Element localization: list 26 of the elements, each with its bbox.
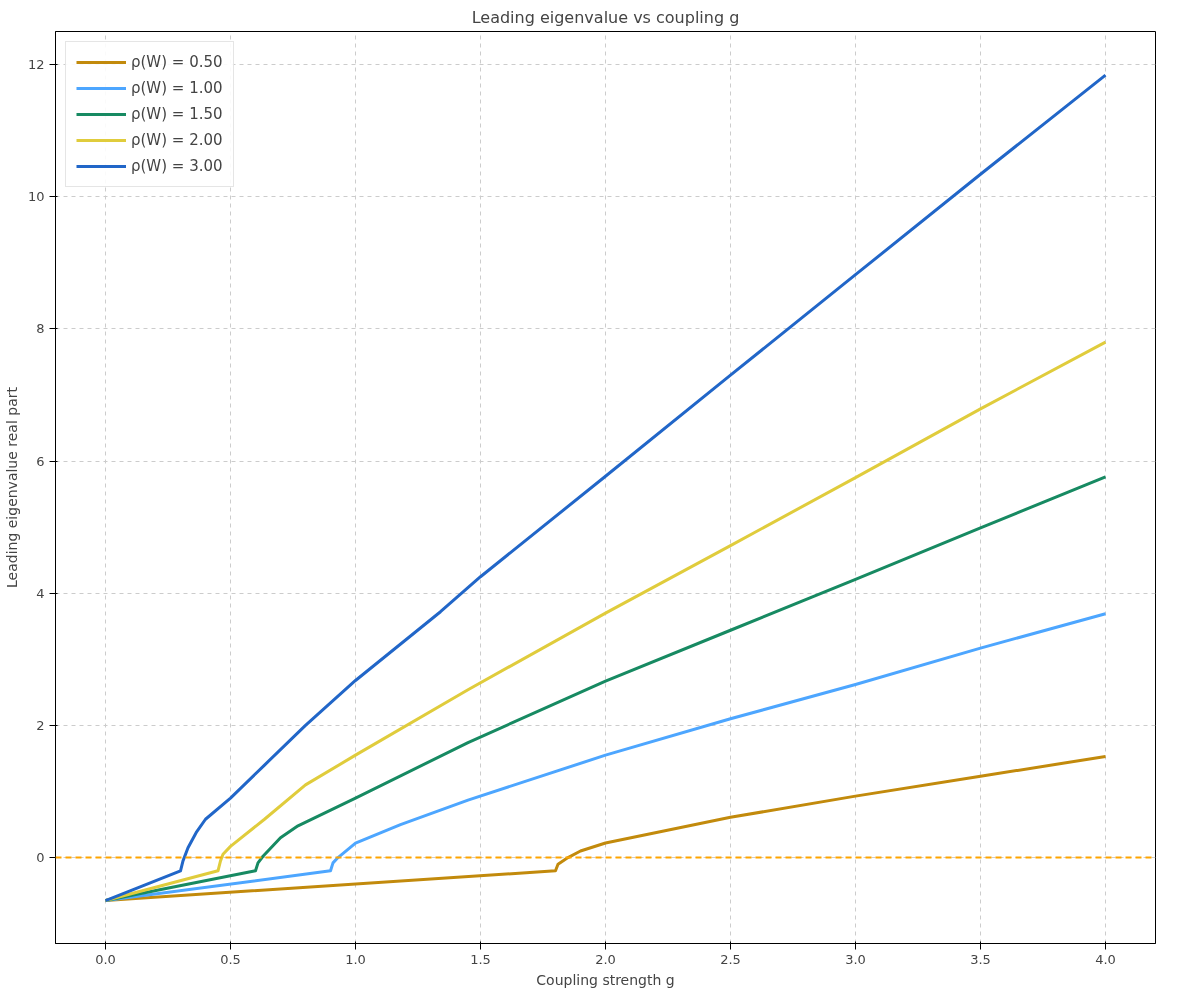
x-tick-label: 3.5: [970, 951, 991, 967]
y-tick-label: 2: [36, 717, 45, 733]
x-tick-label: 3.0: [845, 951, 866, 967]
y-tick-label: 0: [36, 850, 45, 866]
chart-title: Leading eigenvalue vs coupling g: [471, 7, 740, 27]
y-tick-label: 8: [36, 321, 45, 337]
line-series: [104, 73, 1107, 903]
x-axis-title: Coupling strength g: [536, 971, 675, 988]
legend-label: ρ(W) = 0.50: [131, 53, 223, 71]
legend-label: ρ(W) = 3.00: [131, 157, 223, 175]
y-tick-label: 12: [27, 57, 45, 73]
line-series: [104, 340, 1107, 903]
y-tick-label: 4: [36, 585, 45, 601]
x-tick-label: 0.5: [220, 951, 241, 967]
legend-label: ρ(W) = 2.00: [131, 131, 223, 149]
x-tick-label: 1.0: [345, 951, 366, 967]
y-tick-label: 10: [27, 189, 45, 205]
x-tick-label: 1.5: [470, 951, 491, 967]
legend-label: ρ(W) = 1.00: [131, 79, 223, 97]
x-tick-label: 2.0: [595, 951, 616, 967]
x-tick-label: 4.0: [1095, 951, 1116, 967]
y-axis-title: Leading eigenvalue real part: [3, 386, 20, 588]
x-tick-label: 0.0: [95, 951, 116, 967]
y-tick-label: 6: [36, 453, 45, 469]
legend-label: ρ(W) = 1.50: [131, 105, 223, 123]
x-tick-label: 2.5: [720, 951, 741, 967]
